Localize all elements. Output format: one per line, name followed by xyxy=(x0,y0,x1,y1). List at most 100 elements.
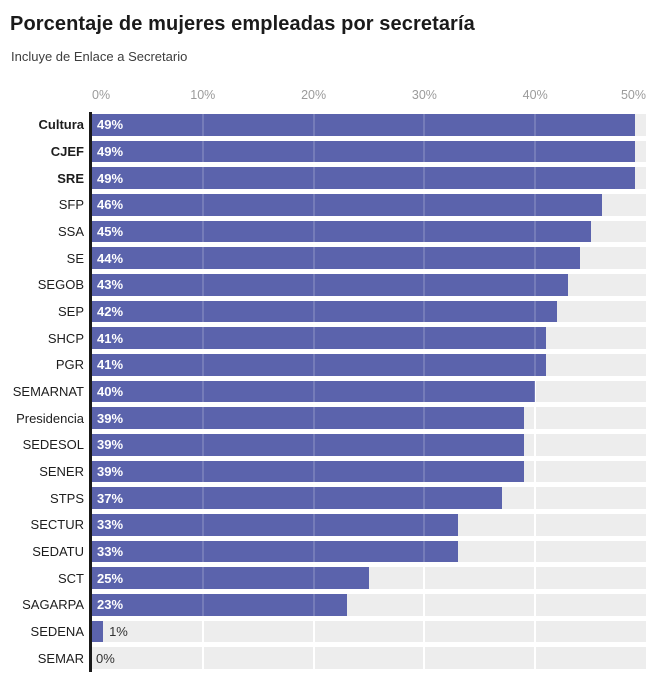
chart-row: SENER 39% xyxy=(0,459,665,486)
x-tick-label: 20% xyxy=(301,88,327,102)
gridline-overlay xyxy=(312,460,315,483)
value-label: 39% xyxy=(97,437,124,453)
bar-sectur xyxy=(92,514,458,536)
value-label: 41% xyxy=(97,330,124,346)
x-tick-label: 0% xyxy=(92,88,111,102)
chart-rows: Cultura 49% CJEF 49% SRE 49% SFP 46% SSA 45% SE 44%… xyxy=(0,112,665,672)
gridline-overlay xyxy=(423,407,426,430)
gridline-overlay xyxy=(201,380,204,403)
value-label: 40% xyxy=(97,384,124,400)
gridline-overlay xyxy=(534,380,536,403)
value-label: 42% xyxy=(97,304,124,320)
gridline xyxy=(312,620,315,643)
bar-sagarpa xyxy=(92,594,347,616)
bar-sct xyxy=(92,567,369,590)
chart-row: PGR 41% xyxy=(0,352,665,379)
category-label: SE xyxy=(66,250,84,266)
gridline-overlay xyxy=(312,327,315,350)
chart-title: Porcentaje de mujeres empleadas por secr… xyxy=(10,13,475,35)
gridline xyxy=(312,647,315,670)
gridline xyxy=(423,594,426,616)
gridline-overlay xyxy=(423,327,426,350)
category-label: Presidencia xyxy=(16,410,84,426)
gridline xyxy=(201,647,204,670)
gridline-overlay xyxy=(312,514,315,536)
chart-row: SEMARNAT 40% xyxy=(0,379,665,406)
gridline-overlay xyxy=(423,167,426,190)
bar-sep xyxy=(92,300,558,323)
gridline-overlay xyxy=(534,140,537,163)
category-label: SHCP xyxy=(47,330,84,346)
bar-ssa xyxy=(92,220,591,243)
bar-shcp xyxy=(92,327,547,350)
category-label: SEP xyxy=(57,304,84,320)
bar-semarnat xyxy=(92,380,536,403)
gridline-overlay xyxy=(201,407,204,430)
value-label: 46% xyxy=(97,197,124,213)
bar-cjef xyxy=(92,140,635,163)
gridline-overlay xyxy=(201,300,204,323)
chart-row: SHCP 41% xyxy=(0,325,665,352)
gridline-overlay xyxy=(312,567,315,590)
category-label: SEMAR xyxy=(37,650,84,666)
value-label: 25% xyxy=(97,570,124,586)
x-tick-label: 30% xyxy=(411,88,437,102)
gridline-overlay xyxy=(201,140,204,163)
chart-row: SSA 45% xyxy=(0,219,665,246)
chart-row: SECTUR 33% xyxy=(0,512,665,539)
gridline-overlay xyxy=(312,487,315,510)
gridline xyxy=(534,434,537,456)
value-label: 49% xyxy=(97,117,124,133)
gridline-overlay xyxy=(534,194,537,216)
value-label: 0% xyxy=(96,650,115,666)
gridline xyxy=(534,620,537,643)
category-label: SEGOB xyxy=(37,277,84,293)
gridline-overlay xyxy=(423,274,426,296)
bar-chart-plot: Cultura 49% CJEF 49% SRE 49% SFP 46% SSA 45% SE 44%… xyxy=(0,112,665,672)
category-label: SFP xyxy=(58,197,84,213)
category-label: SSA xyxy=(57,224,84,240)
gridline-overlay xyxy=(423,380,426,403)
value-label: 23% xyxy=(97,597,124,613)
gridline-overlay xyxy=(201,460,204,483)
value-label: 44% xyxy=(97,250,124,266)
gridline-overlay xyxy=(534,114,537,136)
gridline-overlay xyxy=(423,460,426,483)
gridline-overlay xyxy=(423,487,426,510)
gridline-overlay xyxy=(201,194,204,216)
category-label: SENER xyxy=(39,464,84,480)
gridline xyxy=(534,487,537,510)
category-label: SAGARPA xyxy=(22,597,84,613)
bar-sedatu xyxy=(92,540,458,563)
chart-row: SEDATU 33% xyxy=(0,539,665,566)
gridline-overlay xyxy=(312,434,315,456)
chart-row: Presidencia 39% xyxy=(0,405,665,432)
gridline-overlay xyxy=(201,247,204,270)
gridline xyxy=(534,594,537,616)
category-label: SEDENA xyxy=(30,624,84,640)
category-label: SRE xyxy=(57,170,84,186)
gridline xyxy=(534,514,537,536)
value-label: 39% xyxy=(97,410,124,426)
bar-sener xyxy=(92,460,525,483)
category-label: SCT xyxy=(58,570,84,586)
value-label: 33% xyxy=(97,544,124,560)
value-label: 33% xyxy=(97,517,124,533)
gridline xyxy=(534,647,537,670)
bar-presidencia xyxy=(92,407,525,430)
gridline-overlay xyxy=(312,247,315,270)
x-tick-label: 50% xyxy=(620,88,646,102)
gridline-overlay xyxy=(534,274,537,296)
x-tick-label: 40% xyxy=(522,88,548,102)
gridline-overlay xyxy=(312,140,315,163)
gridline-overlay xyxy=(201,594,204,616)
gridline xyxy=(534,407,537,430)
chart-row: SEP 42% xyxy=(0,299,665,326)
gridline-overlay xyxy=(201,327,204,350)
gridline-overlay xyxy=(312,220,315,243)
gridline-overlay xyxy=(423,114,426,136)
gridline-overlay xyxy=(534,327,537,350)
value-label: 37% xyxy=(97,490,124,506)
gridline-overlay xyxy=(201,567,204,590)
bar-segob xyxy=(92,274,569,296)
